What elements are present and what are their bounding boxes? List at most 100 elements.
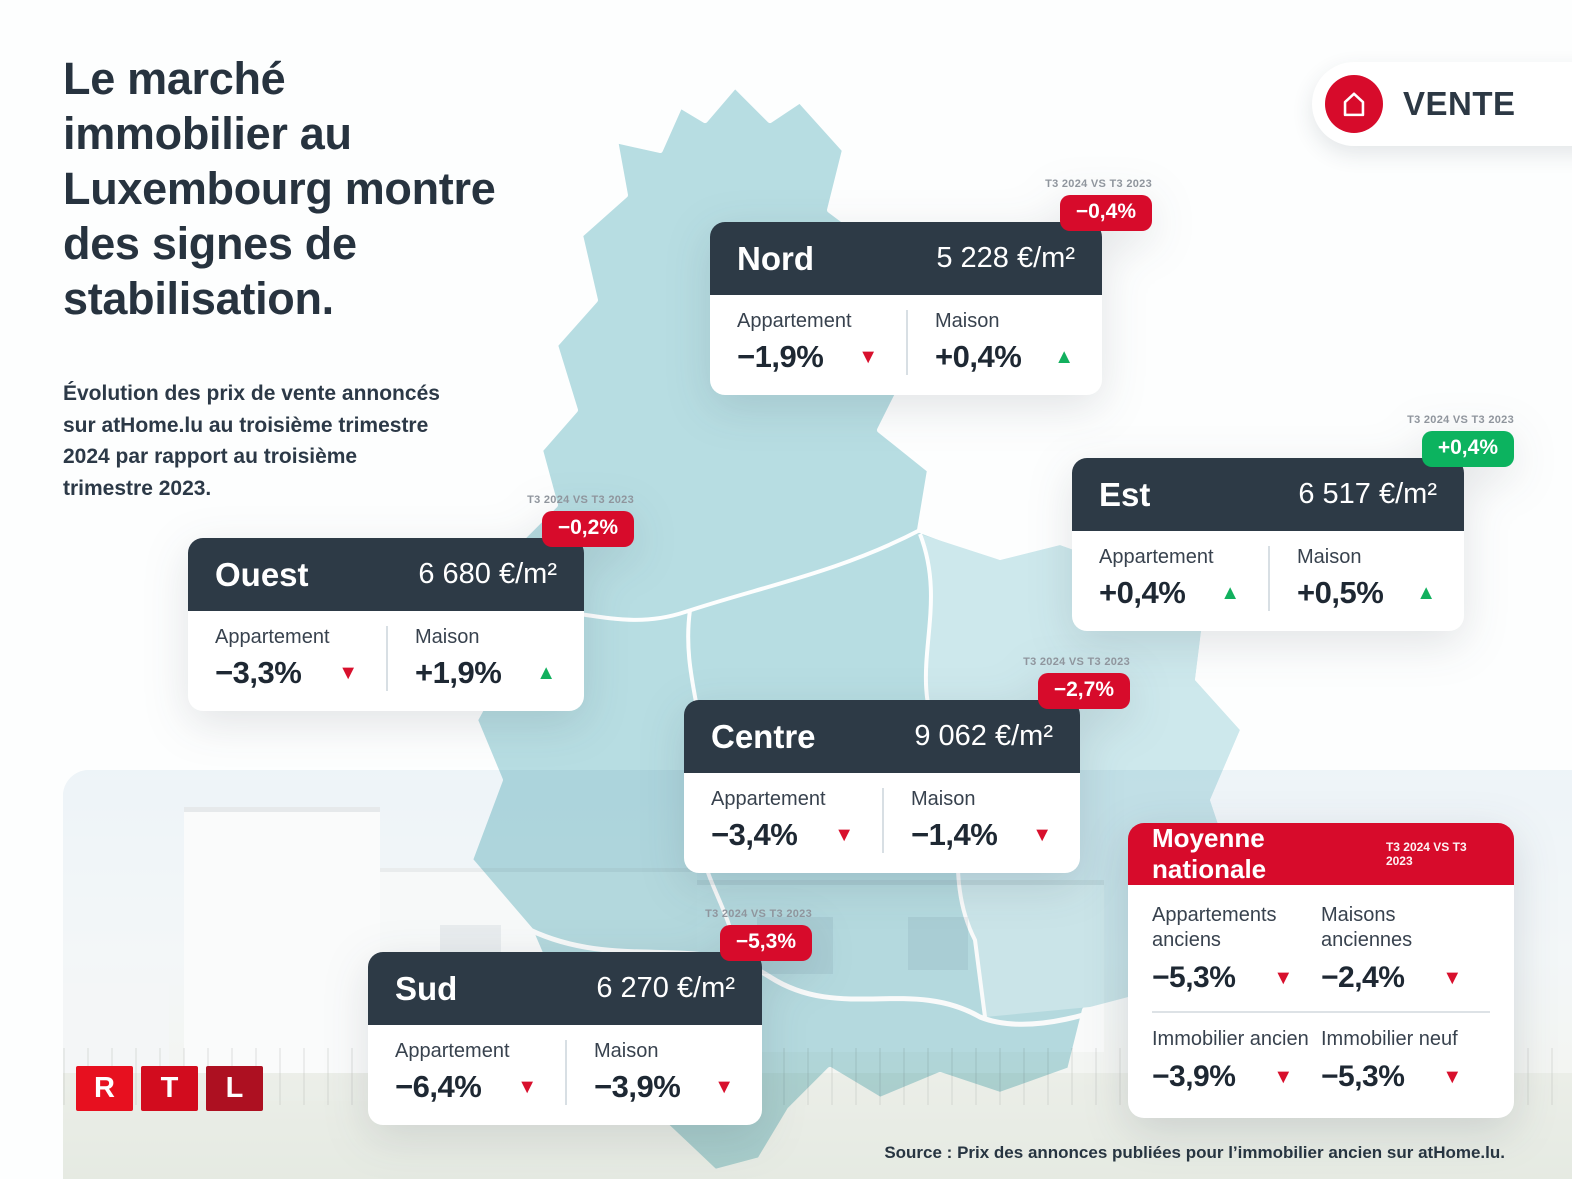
card-header: Ouest 6 680 €/m² [188, 538, 584, 611]
comparison-label: T3 2024 VS T3 2023 [705, 908, 812, 920]
appartement-label: Appartement [395, 1040, 510, 1062]
divider [1152, 1011, 1490, 1013]
trend-arrow-icon: ▼ [834, 824, 854, 846]
maison-column: Maison −3,9% ▼ [565, 1040, 762, 1105]
comparison-label: T3 2024 VS T3 2023 [1385, 840, 1467, 868]
trend-arrow-icon: ▼ [714, 1076, 734, 1098]
maison-value: +0,4% [935, 339, 1022, 374]
overall-change-badge: −5,3% [719, 925, 812, 961]
region-price: 6 270 €/m² [596, 972, 735, 1004]
appartement-column: Appartement −3,3% ▼ [188, 626, 386, 691]
card-body: Appartement −1,9% ▼ Maison +0,4% ▲ [710, 295, 1102, 395]
trend-arrow-icon: ▼ [1442, 1066, 1463, 1088]
maison-label: Maison [415, 626, 480, 648]
region-name: Nord [737, 239, 814, 277]
maison-value: +1,9% [415, 655, 502, 690]
rtl-letter-l: L [206, 1066, 263, 1111]
comparison-label: T3 2024 VS T3 2023 [527, 494, 634, 506]
region-price: 9 062 €/m² [914, 720, 1053, 752]
appartement-column: Appartement −6,4% ▼ [368, 1040, 565, 1105]
overall-change-badge: −0,2% [541, 511, 634, 547]
maison-label: Maison [911, 788, 976, 810]
comparison-label: T3 2024 VS T3 2023 [1407, 414, 1514, 426]
appartement-value: −3,4% [711, 817, 798, 852]
national-card-header: Moyenne nationale T3 2024 VS T3 2023 [1128, 823, 1514, 885]
trend-arrow-icon: ▼ [517, 1076, 537, 1098]
region-card-sud: T3 2024 VS T3 2023 −5,3% Sud 6 270 €/m² … [368, 908, 812, 1125]
appartement-label: Appartement [1099, 546, 1214, 568]
maison-column: Maison +0,4% ▲ [906, 310, 1102, 375]
maison-value: −3,9% [594, 1069, 681, 1104]
appartement-label: Appartement [737, 310, 852, 332]
card-body: Appartement −3,3% ▼ Maison +1,9% ▲ [188, 611, 584, 711]
appartement-value: −6,4% [395, 1069, 482, 1104]
trend-arrow-icon: ▼ [1442, 967, 1463, 989]
appartement-value: −1,9% [737, 339, 824, 374]
maison-column: Maison +1,9% ▲ [386, 626, 584, 691]
region-name: Ouest [215, 555, 309, 593]
page-title: Le marché immobilier au Luxembourg montr… [63, 53, 496, 324]
region-name: Centre [711, 717, 816, 755]
cell-label: Maisons anciennes [1321, 904, 1413, 951]
national-cell-appartements-anciens: Appartements anciens −5,3% ▼ [1152, 903, 1321, 995]
maison-value: −1,4% [911, 817, 998, 852]
overall-change-badge: +0,4% [1421, 431, 1514, 467]
home-icon [1325, 75, 1383, 133]
maison-label: Maison [1297, 546, 1362, 568]
card-body: Appartement +0,4% ▲ Maison +0,5% ▲ [1072, 531, 1464, 631]
trend-arrow-icon: ▼ [1273, 967, 1294, 989]
maison-column: Maison −1,4% ▼ [882, 788, 1080, 853]
national-cell-maisons-anciennes: Maisons anciennes −2,4% ▼ [1321, 903, 1490, 995]
region-card-nord: T3 2024 VS T3 2023 −0,4% Nord 5 228 €/m²… [710, 178, 1152, 395]
card-header: Sud 6 270 €/m² [368, 952, 762, 1025]
region-name: Est [1099, 475, 1151, 513]
page-subtitle: Évolution des prix de vente annoncés sur… [63, 382, 440, 500]
rtl-logo: R T L [76, 1066, 263, 1111]
national-cell-immobilier-neuf: Immobilier neuf −5,3% ▼ [1321, 1027, 1490, 1094]
vente-label: VENTE [1403, 85, 1516, 122]
trend-arrow-icon: ▲ [1054, 346, 1074, 368]
cell-label: Appartements anciens [1152, 904, 1277, 951]
overall-change-badge: −2,7% [1037, 673, 1130, 709]
trend-arrow-icon: ▼ [1273, 1066, 1294, 1088]
trend-arrow-icon: ▼ [858, 346, 878, 368]
national-cell-immobilier-ancien: Immobilier ancien −3,9% ▼ [1152, 1027, 1321, 1094]
badge-wrap: T3 2024 VS T3 2023 +0,4% [1407, 414, 1514, 467]
cell-value: −2,4% [1321, 961, 1405, 994]
national-title: Moyenne nationale [1152, 823, 1267, 884]
trend-arrow-icon: ▼ [1032, 824, 1052, 846]
rtl-letter-t: T [141, 1066, 198, 1111]
region-price: 6 680 €/m² [418, 558, 557, 590]
appartement-label: Appartement [215, 626, 330, 648]
source-note: Source : Prix des annonces publiées pour… [884, 1143, 1505, 1162]
trend-arrow-icon: ▲ [1220, 582, 1240, 604]
card-body: Appartement −6,4% ▼ Maison −3,9% ▼ [368, 1025, 762, 1125]
trend-arrow-icon: ▲ [536, 662, 556, 684]
comparison-label: T3 2024 VS T3 2023 [1045, 178, 1152, 190]
region-card-ouest: T3 2024 VS T3 2023 −0,2% Ouest 6 680 €/m… [188, 494, 634, 711]
badge-wrap: T3 2024 VS T3 2023 −0,2% [527, 494, 634, 547]
region-price: 5 228 €/m² [936, 242, 1075, 274]
cell-value: −5,3% [1152, 961, 1236, 994]
region-name: Sud [395, 969, 458, 1007]
card-body: Appartement −3,4% ▼ Maison −1,4% ▼ [684, 773, 1080, 873]
badge-wrap: T3 2024 VS T3 2023 −5,3% [705, 908, 812, 961]
maison-label: Maison [594, 1040, 659, 1062]
region-card-est: T3 2024 VS T3 2023 +0,4% Est 6 517 €/m² … [1072, 414, 1514, 631]
appartement-value: +0,4% [1099, 575, 1186, 610]
vente-badge: VENTE [1312, 62, 1572, 146]
trend-arrow-icon: ▼ [338, 662, 358, 684]
appartement-column: Appartement −1,9% ▼ [710, 310, 906, 375]
card-header: Centre 9 062 €/m² [684, 700, 1080, 773]
badge-wrap: T3 2024 VS T3 2023 −2,7% [1023, 656, 1130, 709]
appartement-column: Appartement −3,4% ▼ [684, 788, 882, 853]
overall-change-badge: −0,4% [1059, 195, 1152, 231]
appartement-value: −3,3% [215, 655, 302, 690]
card-header: Est 6 517 €/m² [1072, 458, 1464, 531]
card-header: Nord 5 228 €/m² [710, 222, 1102, 295]
cell-value: −5,3% [1321, 1060, 1405, 1093]
cell-label: Immobilier neuf [1321, 1028, 1458, 1050]
badge-wrap: T3 2024 VS T3 2023 −0,4% [1045, 178, 1152, 231]
appartement-label: Appartement [711, 788, 826, 810]
national-average-card: Moyenne nationale T3 2024 VS T3 2023 App… [1128, 823, 1514, 1118]
